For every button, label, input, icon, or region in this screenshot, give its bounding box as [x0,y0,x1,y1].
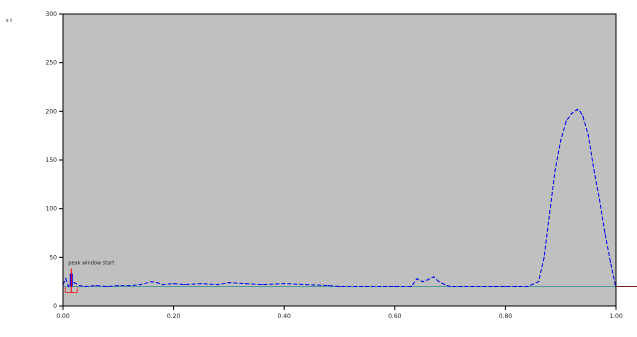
y-tick-label: 300 [46,11,58,18]
series-point [410,285,412,288]
y-tick-label: 150 [46,157,58,164]
series-point [173,283,175,285]
series-point [84,285,86,288]
series-point [305,283,307,286]
y-tick-label: 250 [46,60,58,67]
y-tick-label: 100 [46,206,58,213]
series-point [421,281,424,283]
y-tick-label: 50 [49,254,57,261]
x-tick-label: 0.80 [499,313,513,320]
series-point [609,261,612,263]
series-point [150,281,153,283]
series-point [449,285,451,288]
series-point [67,285,70,288]
series-point [383,285,385,288]
series-point [471,285,473,288]
series-point [565,120,567,122]
series-point [416,278,418,280]
series-point [78,284,81,287]
series-point [543,256,545,258]
peak-marker-bracket [64,287,78,294]
series-point [73,282,75,284]
series-point [394,285,396,288]
series-point [549,212,551,215]
series-point [576,108,578,110]
series-point [560,139,562,142]
y-tick-label: 200 [46,108,58,115]
series-point [571,112,573,114]
x-tick-label: 0.20 [167,313,181,320]
series-point [579,110,581,112]
series-point [582,115,584,117]
series-point [355,285,357,288]
series-point [604,232,606,234]
series-point [493,285,495,288]
series-point [95,284,97,287]
series-point [432,276,435,278]
series-point [504,285,506,288]
series-point [139,283,142,286]
series-point [161,283,164,286]
series-point [460,285,462,288]
series-point [244,283,247,285]
series-point [526,285,529,288]
x-tick-label: 0.40 [278,313,292,320]
series-point [537,281,540,283]
series-point [106,285,108,288]
series-point [482,285,484,288]
x-tick-label: 1.00 [609,313,623,320]
series-point [184,283,186,286]
series-point [338,285,341,288]
series-point [427,279,429,281]
y-tick-label: 0 [53,303,57,310]
series-point [128,284,130,287]
series-point [515,285,518,288]
series-point [554,169,556,171]
series-point [117,284,119,287]
y-axis-label: s t [6,18,12,24]
series-point [438,281,440,283]
series-point [372,285,374,288]
series-point [443,283,446,286]
plot-area [63,14,616,306]
series-point [228,282,230,284]
x-tick-label: 0.00 [56,313,70,320]
series-point [593,169,595,171]
series-point [65,278,67,280]
axis-ticks: 0 50 100 150 200 250 300 0.00 0.20 0.40 0.60 0.80 1.… [46,11,623,320]
marker-layer: peak window start [64,261,114,294]
series-point [327,284,330,287]
series-point [200,283,202,285]
plot-frame [62,13,617,307]
x-tick-label: 0.60 [388,313,402,320]
peak-marker-label: peak window start [68,261,114,267]
series-point [587,135,589,137]
series-point [598,198,601,200]
series-point [283,283,285,285]
series-point [217,283,219,286]
series-point [261,283,263,286]
series-point [156,282,158,284]
